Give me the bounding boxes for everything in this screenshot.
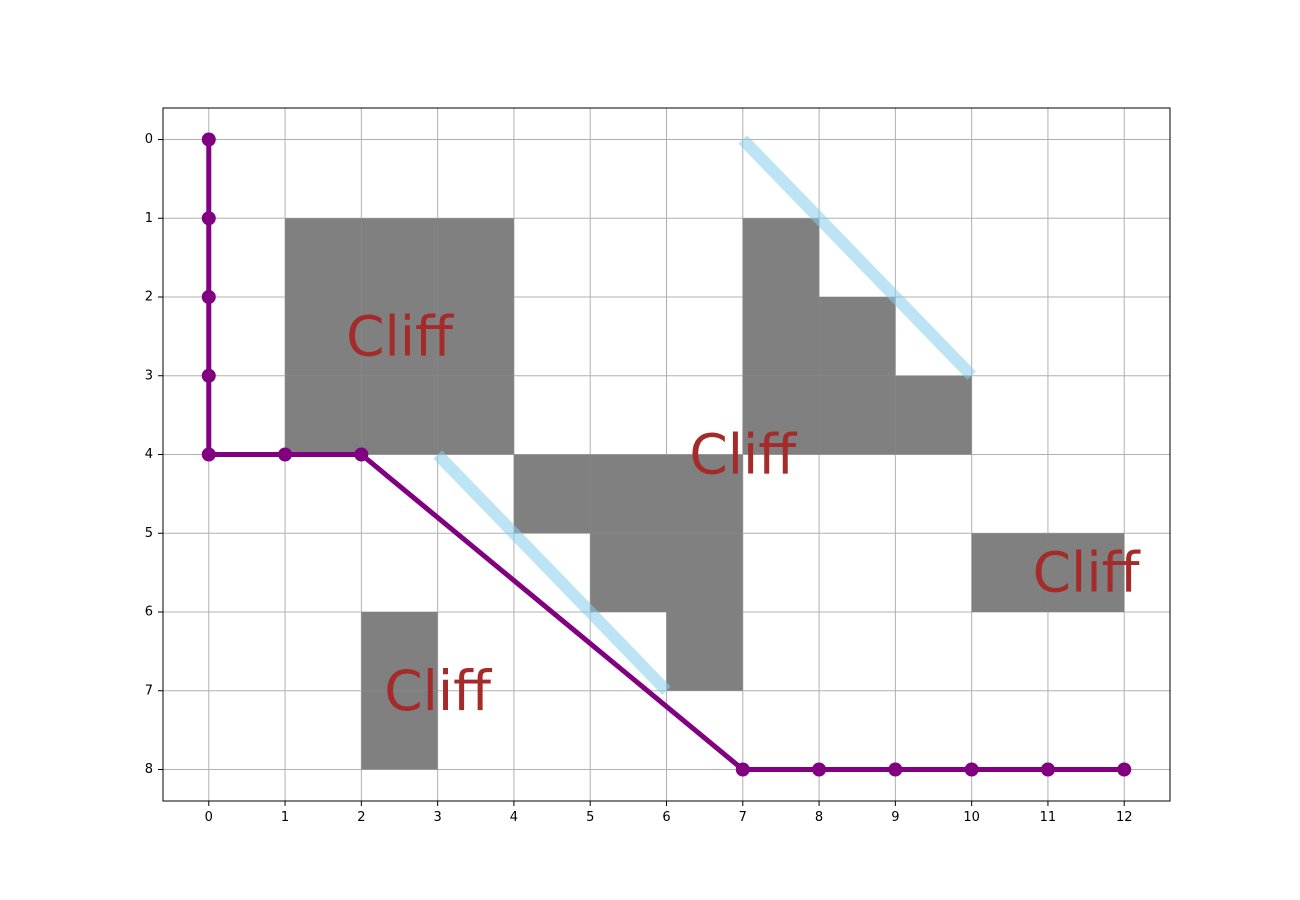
cliff-cell-7 bbox=[361, 375, 438, 455]
x-tick-label-12: 12 bbox=[1116, 810, 1133, 825]
cliff-cell-10 bbox=[742, 297, 820, 376]
path-point-2 bbox=[201, 290, 216, 304]
x-tick-label-9: 9 bbox=[891, 810, 899, 825]
path-point-8 bbox=[812, 762, 827, 777]
x-axis-ticks: 0 1 2 3 4 5 6 7 8 9 10 11 12 bbox=[205, 801, 1133, 825]
cliff-cell-0 bbox=[285, 218, 362, 297]
highlight-lines bbox=[433, 135, 976, 695]
y-tick-label-0: 0 bbox=[145, 132, 153, 147]
cliff-cell-1 bbox=[361, 218, 438, 297]
y-tick-label-1: 1 bbox=[145, 211, 153, 226]
path-point-4 bbox=[201, 447, 216, 462]
cliff-cell-3 bbox=[285, 297, 362, 376]
cliff-label-2: Cliff bbox=[1033, 541, 1141, 605]
x-tick-label-11: 11 bbox=[1040, 810, 1057, 825]
cliff-labels: Cliff Cliff Cliff Cliff bbox=[346, 304, 1141, 722]
x-tick-label-1: 1 bbox=[281, 810, 289, 825]
y-tick-label-4: 4 bbox=[145, 447, 153, 462]
cliff-cell-14 bbox=[895, 375, 972, 455]
cliff-cell-23 bbox=[971, 533, 1048, 612]
cliff-cell-20 bbox=[666, 612, 743, 691]
path-point-0 bbox=[201, 132, 216, 147]
cliff-cell-11 bbox=[819, 297, 896, 376]
cliff-cell-13 bbox=[819, 375, 896, 455]
y-tick-label-8: 8 bbox=[145, 762, 153, 777]
path-point-10 bbox=[964, 762, 979, 777]
agent-path bbox=[201, 132, 1132, 777]
cliff-cell-8 bbox=[437, 375, 514, 455]
cliff-cell-2 bbox=[437, 218, 514, 297]
cliff-cell-5 bbox=[437, 297, 514, 376]
x-tick-label-5: 5 bbox=[586, 810, 594, 825]
y-tick-label-3: 3 bbox=[145, 368, 153, 383]
cliff-label-3: Cliff bbox=[384, 659, 492, 723]
cliff-cell-16 bbox=[590, 454, 667, 534]
cliff-cells bbox=[285, 218, 1125, 770]
y-tick-label-7: 7 bbox=[145, 683, 153, 698]
x-tick-label-4: 4 bbox=[510, 810, 518, 825]
x-tick-label-8: 8 bbox=[815, 810, 823, 825]
cliff-label-0: Cliff bbox=[346, 304, 454, 368]
path-point-7 bbox=[735, 762, 750, 777]
path-point-9 bbox=[888, 762, 903, 777]
cliff-cell-22 bbox=[361, 690, 438, 770]
cliff-cell-24 bbox=[1047, 533, 1125, 612]
path-point-11 bbox=[1040, 762, 1055, 777]
path-point-12 bbox=[1117, 762, 1132, 777]
x-tick-label-3: 3 bbox=[433, 810, 441, 825]
path-point-6 bbox=[354, 447, 369, 462]
cliff-cell-17 bbox=[666, 454, 743, 534]
cliff-cell-21 bbox=[361, 612, 438, 691]
x-tick-label-10: 10 bbox=[963, 810, 980, 825]
highlight-line-1 bbox=[433, 450, 671, 695]
path-point-5 bbox=[278, 447, 293, 462]
cliff-cell-12 bbox=[742, 375, 820, 455]
cliff-cell-9 bbox=[742, 218, 820, 297]
cliff-cell-18 bbox=[590, 533, 667, 612]
path-point-1 bbox=[201, 211, 216, 226]
x-tick-label-7: 7 bbox=[739, 810, 747, 825]
cliff-label-1: Cliff bbox=[689, 423, 797, 487]
y-axis-ticks: 0 1 2 3 4 5 6 7 8 bbox=[145, 132, 163, 777]
cliff-cell-15 bbox=[513, 454, 591, 534]
y-tick-label-5: 5 bbox=[145, 526, 153, 541]
y-tick-label-2: 2 bbox=[145, 290, 153, 305]
cliff-cell-6 bbox=[285, 375, 362, 455]
path-point-3 bbox=[201, 368, 216, 383]
x-tick-label-0: 0 bbox=[205, 810, 213, 825]
y-tick-label-6: 6 bbox=[145, 605, 153, 620]
x-tick-label-2: 2 bbox=[357, 810, 365, 825]
cliff-cell-4 bbox=[361, 297, 438, 376]
cliff-cell-19 bbox=[666, 533, 743, 612]
highlight-line-0 bbox=[738, 135, 976, 380]
x-tick-label-6: 6 bbox=[662, 810, 670, 825]
